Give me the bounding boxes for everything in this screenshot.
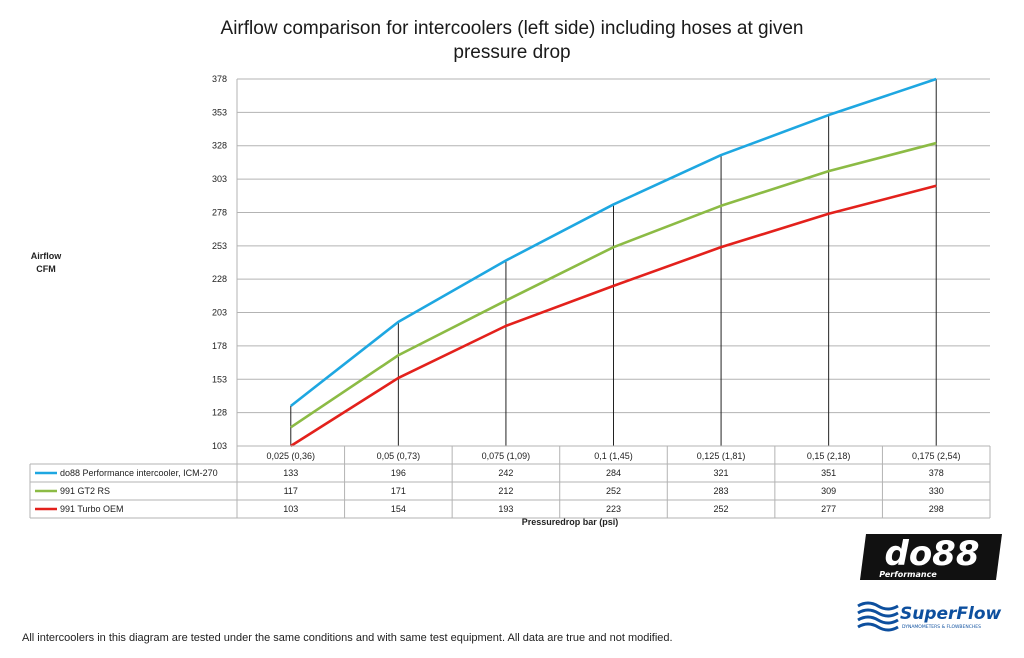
data-label: 171 (391, 486, 406, 496)
x-tick-label: 0,15 (2,18) (807, 451, 851, 461)
y-tick-label: 303 (212, 174, 227, 184)
x-tick-label: 0,1 (1,45) (594, 451, 633, 461)
superflow-wave-icon (857, 601, 899, 632)
y-tick-label: 203 (212, 308, 227, 318)
y-tick-label: 228 (212, 274, 227, 284)
data-label: 351 (821, 468, 836, 478)
data-label: 298 (929, 504, 944, 514)
data-label: 196 (391, 468, 406, 478)
chart-title-line2: pressure drop (453, 42, 571, 63)
y-axis-label-line2: CFM (36, 264, 56, 274)
superflow-logo-text: SuperFlow (900, 604, 1002, 624)
data-label: 330 (929, 486, 944, 496)
x-axis-label: Pressuredrop bar (psi) (521, 517, 619, 527)
data-label: 283 (714, 486, 729, 496)
y-tick-label: 103 (212, 441, 227, 451)
y-tick-label: 253 (212, 241, 227, 251)
data-label: 103 (283, 504, 298, 514)
data-label: 242 (498, 468, 513, 478)
y-tick-label: 328 (212, 141, 227, 151)
do88-logo-background (860, 534, 1002, 580)
data-label: 277 (821, 504, 836, 514)
legend-label: 991 Turbo OEM (60, 504, 124, 514)
do88-logo-text: do88 (884, 534, 979, 574)
footer-note: All intercoolers in this diagram are tes… (22, 632, 673, 644)
y-tick-label: 128 (212, 408, 227, 418)
data-label: 133 (283, 468, 298, 478)
series-line (290, 141, 937, 429)
data-label: 378 (929, 468, 944, 478)
y-tick-label: 353 (212, 107, 227, 117)
y-axis-label: Airflow CFM (22, 250, 70, 276)
data-label: 193 (498, 504, 513, 514)
data-label: 309 (821, 486, 836, 496)
do88-logo-subtext: Performance (879, 570, 937, 579)
chart-title-line1: Airflow comparison for intercoolers (lef… (220, 18, 804, 39)
data-label: 284 (606, 468, 621, 478)
data-label: 252 (606, 486, 621, 496)
do88-logo-band (870, 569, 990, 578)
data-label: 223 (606, 504, 621, 514)
data-label: 252 (714, 504, 729, 514)
x-tick-label: 0,05 (0,73) (377, 451, 421, 461)
y-tick-label: 378 (212, 74, 227, 84)
do88-logo: do88 Performance (860, 534, 1002, 580)
x-tick-label: 0,025 (0,36) (267, 451, 316, 461)
y-tick-label: 153 (212, 374, 227, 384)
superflow-logo: SuperFlow DYNAMOMETERS & FLOWBENCHES (857, 601, 1002, 632)
y-tick-label: 278 (212, 207, 227, 217)
series-line (290, 184, 937, 448)
data-label: 212 (498, 486, 513, 496)
x-tick-label: 0,125 (1,81) (697, 451, 746, 461)
series-line (289, 77, 937, 407)
x-tick-label: 0,075 (1,09) (482, 451, 531, 461)
y-axis-label-line1: Airflow (30, 251, 62, 261)
x-tick-label: 0,175 (2,54) (912, 451, 961, 461)
superflow-logo-subtext: DYNAMOMETERS & FLOWBENCHES (902, 624, 981, 630)
data-label: 321 (714, 468, 729, 478)
legend-label: 991 GT2 RS (60, 486, 110, 496)
data-label: 154 (391, 504, 406, 514)
data-label: 117 (284, 486, 298, 496)
y-tick-label: 178 (212, 341, 227, 351)
legend-label: do88 Performance intercooler, ICM-270 (60, 468, 218, 478)
